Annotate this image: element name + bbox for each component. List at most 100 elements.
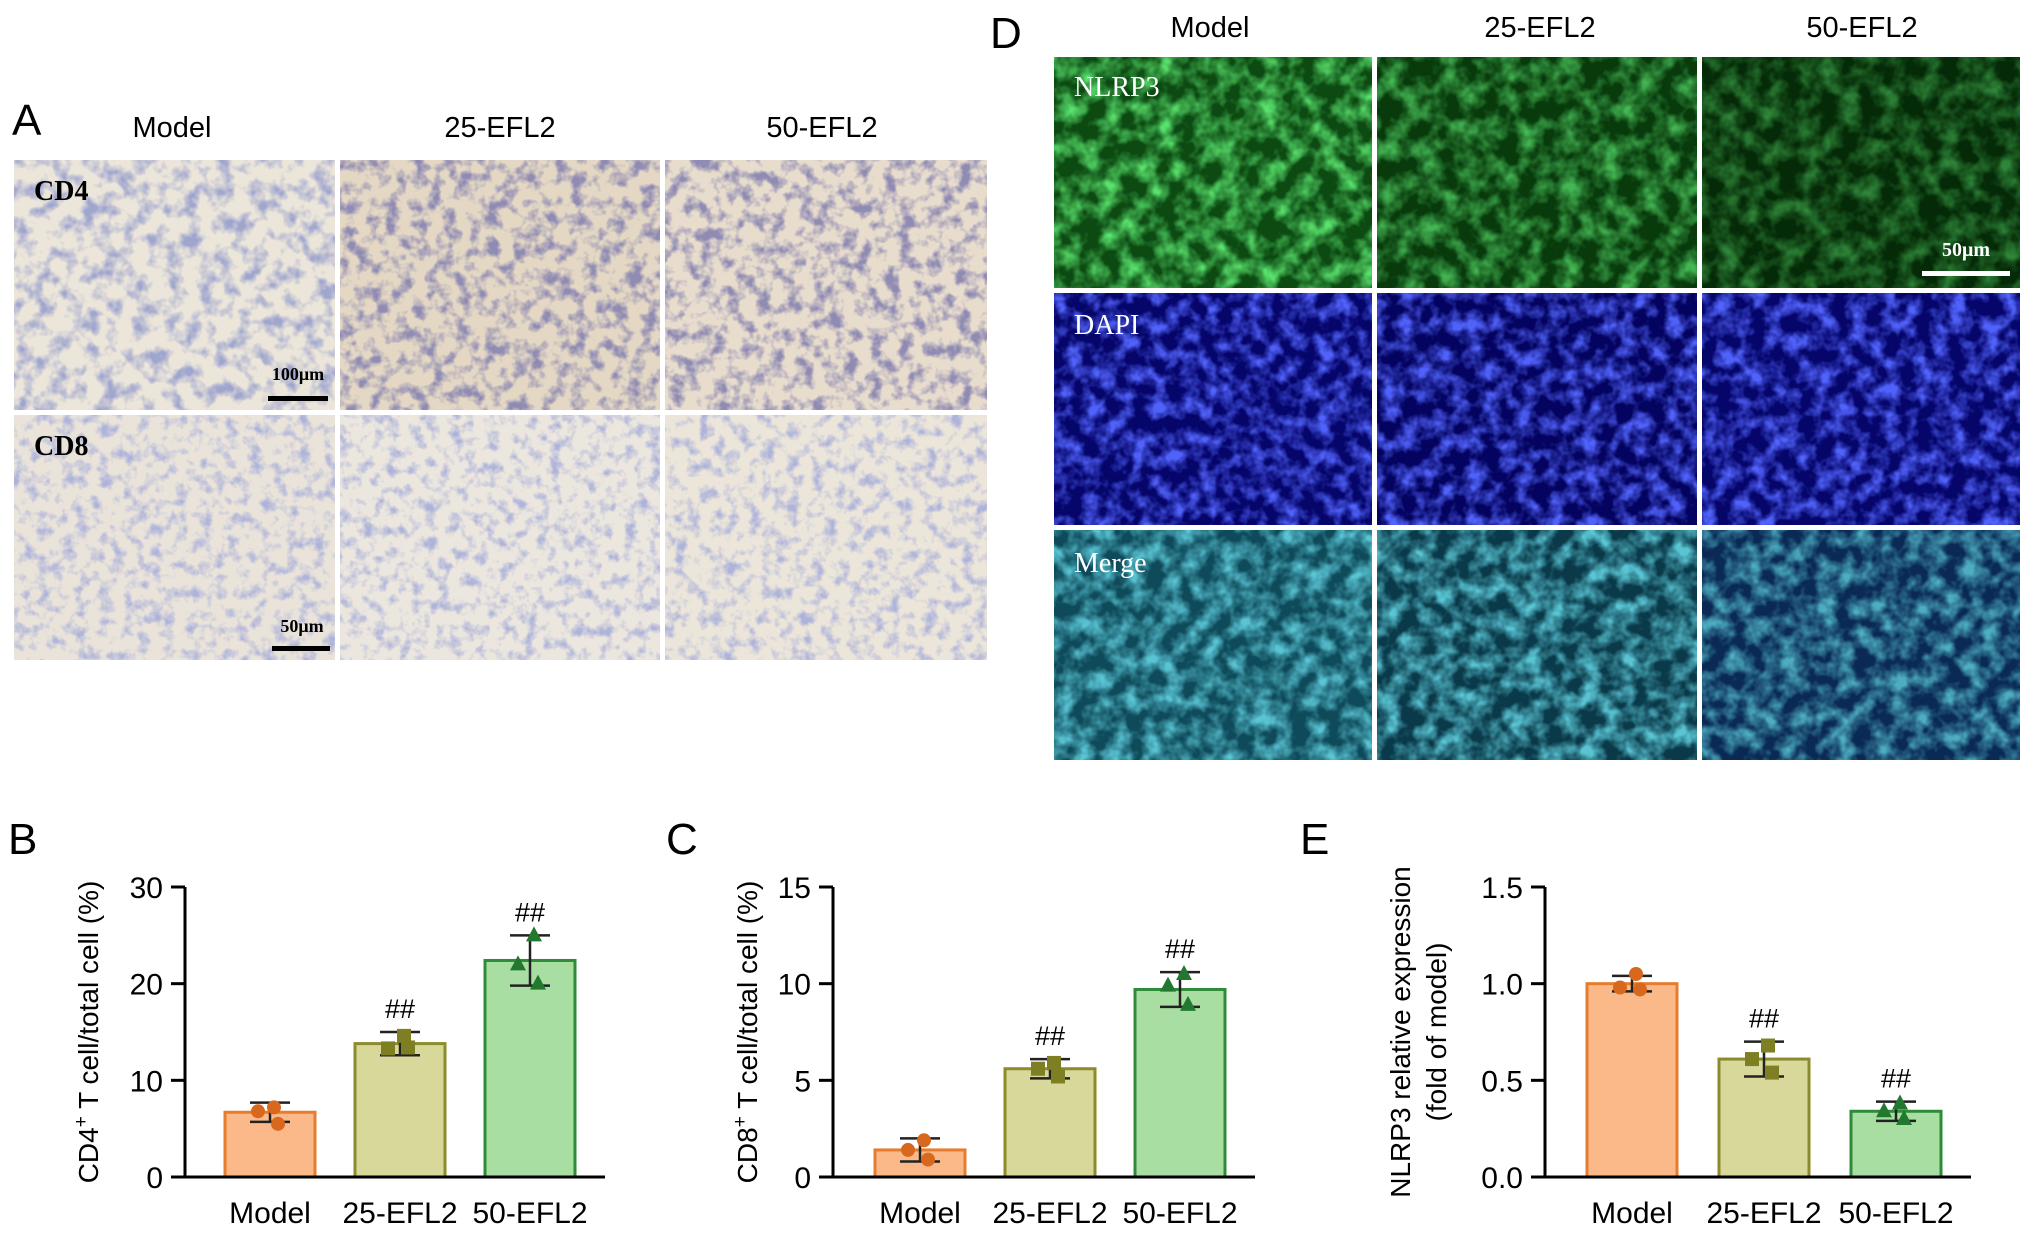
chart-c-point-0-2 [921,1152,935,1167]
chart-c-y-tick-label-2: 10 [778,969,811,1002]
chart-c-y-axis-label-rest: T cell/total cell (%) [732,881,763,1116]
panel-a-col-25: 25-EFL2 [444,112,555,144]
chart-b-y-axis-label: CD4+ T cell/total cell (%) [71,881,104,1184]
panel-a: A Model 25-EFL2 50-EFL2 CD4 [12,96,987,660]
panel-d-image-nlrp3-50 [1702,57,2020,288]
panel-a-image-cd4-25 [340,160,660,410]
panel-d-image-merge-25 [1377,530,1697,760]
chart-e-point-0-2 [1633,982,1647,997]
panel-a-row-label-cd4: CD4 [34,176,88,207]
panel-d-row-label-nlrp3: NLRP3 [1074,72,1160,103]
chart-b-y-axis-label-main: CD4 [73,1127,104,1183]
panel-e-letter: E [1300,815,1329,864]
panel-a-image-cd8-50 [665,415,987,660]
chart-e-y-axis-label-line1: NLRP3 relative expression [1385,866,1416,1198]
chart-b-x-tick-label-0: Model [229,1197,311,1230]
chart-b-x-tick-label-2: 50-EFL2 [472,1197,587,1230]
chart-b-bar-2 [483,958,577,1179]
chart-e-bar-2 [1849,1109,1943,1179]
chart-b-y-tick-label-3: 30 [130,872,163,905]
chart-c-significance-1: ## [1035,1021,1065,1051]
chart-e-y-tick-label-2: 1.0 [1481,969,1523,1002]
chart-b: Model ## 25-EFL2 ## 50-EFL2 0 10 20 30 CD4+ T cel… [71,872,605,1230]
chart-c-x-tick-label-0: Model [879,1197,961,1230]
panel-d-image-nlrp3-25 [1377,57,1697,288]
chart-e-x-tick-label-0: Model [1591,1197,1673,1230]
panel-c-letter: C [666,815,698,864]
panel-d-col-25: 25-EFL2 [1484,12,1595,44]
chart-b-significance-1: ## [385,994,415,1024]
panel-d-letter: D [990,9,1022,58]
chart-e-point-2-0 [1892,1094,1908,1110]
chart-b-y-tick-label-1: 10 [130,1065,163,1098]
panel-d: D Model 25-EFL2 50-EFL2 [990,9,2020,760]
panel-d-row-label-merge: Merge [1074,548,1147,579]
panel-d-image-nlrp3-model [1054,57,1372,288]
chart-c-point-0-1 [901,1142,915,1157]
panel-a-row-label-cd8: CD8 [34,431,88,462]
chart-e-bar-1 [1717,1057,1811,1179]
chart-c-y-axis-label-main: CD8 [732,1127,763,1183]
panel-d-row-label-dapi: DAPI [1074,310,1139,341]
chart-c-y-axis-label-sup: + [730,1116,751,1127]
panel-a-col-50: 50-EFL2 [766,112,877,144]
panel-a-image-cd4-50 [665,160,987,410]
panel-d-image-merge-model [1054,530,1372,760]
panel-a-scale-bar-label-cd4: 100μm [272,364,324,384]
chart-e-bar-0 [1585,982,1679,1179]
chart-b-y-axis-label-rest: T cell/total cell (%) [73,881,104,1116]
panel-a-scale-bar-cd4 [268,396,328,401]
chart-e-x-tick-label-2: 50-EFL2 [1838,1197,1953,1230]
chart-b-bar-1 [353,1042,447,1179]
panel-a-col-model: Model [133,112,212,144]
chart-e-point-2-2 [1896,1110,1912,1125]
panel-d-image-dapi-50 [1702,293,2020,525]
chart-c-point-0-0 [917,1133,931,1148]
chart-c-point-1-1 [1031,1061,1045,1076]
chart-c-point-2-1 [1160,976,1176,992]
chart-b-point-0-1 [251,1104,265,1119]
chart-c-bar-1 [1003,1067,1097,1179]
chart-c-y-tick-label-1: 5 [794,1065,811,1098]
chart-e-point-0-1 [1613,980,1627,995]
chart-e-point-1-0 [1761,1038,1775,1053]
panel-d-image-dapi-25 [1377,293,1697,525]
chart-e-y-tick-label-3: 1.5 [1481,872,1523,905]
chart-b-point-0-0 [267,1100,281,1115]
chart-e-significance-1: ## [1749,1004,1779,1034]
panel-a-image-cd4-model [14,160,335,410]
chart-e-y-tick-label-0: 0.0 [1481,1162,1523,1195]
chart-c-point-2-0 [1176,965,1192,980]
panel-d-image-dapi-model [1054,293,1372,525]
chart-e-point-0-0 [1629,967,1643,981]
chart-b-y-tick-label-0: 0 [146,1162,163,1195]
chart-e-y-tick-label-1: 0.5 [1481,1065,1523,1098]
chart-c-point-1-2 [1051,1069,1065,1084]
chart-b-point-2-0 [526,926,542,942]
chart-c-bar-2 [1133,987,1227,1179]
chart-c-point-1-0 [1047,1055,1061,1070]
chart-e-point-2-1 [1876,1102,1892,1118]
panel-a-scale-bar-label-cd8: 50μm [280,616,323,636]
panel-a-letter: A [12,96,42,145]
chart-b-point-1-0 [397,1028,411,1043]
panel-a-scale-bar-cd8 [272,646,330,651]
panel-b-letter: B [8,815,37,864]
panel-a-image-cd8-model [14,415,335,660]
chart-e-x-tick-label-1: 25-EFL2 [1706,1197,1821,1230]
chart-e-point-1-2 [1765,1065,1779,1080]
chart-c-y-tick-label-0: 0 [794,1162,811,1195]
chart-b-significance-2: ## [515,897,545,927]
panel-d-scale-bar-label: 50μm [1942,239,1990,261]
chart-e-point-1-1 [1745,1052,1759,1067]
chart-b-y-tick-label-2: 20 [130,969,163,1002]
chart-e-significance-2: ## [1881,1064,1911,1094]
chart-c-y-tick-label-3: 15 [778,872,811,905]
chart-b-y-axis-label-sup: + [71,1116,92,1127]
chart-b-point-0-2 [271,1116,285,1131]
chart-e: Model ## 25-EFL2 ## 50-EFL2 0.0 0.5 1.0 1.5 NLRP3… [1385,866,1971,1230]
chart-c-significance-2: ## [1165,934,1195,964]
chart-b-point-1-2 [401,1040,415,1055]
panel-d-image-merge-50 [1702,530,2020,760]
